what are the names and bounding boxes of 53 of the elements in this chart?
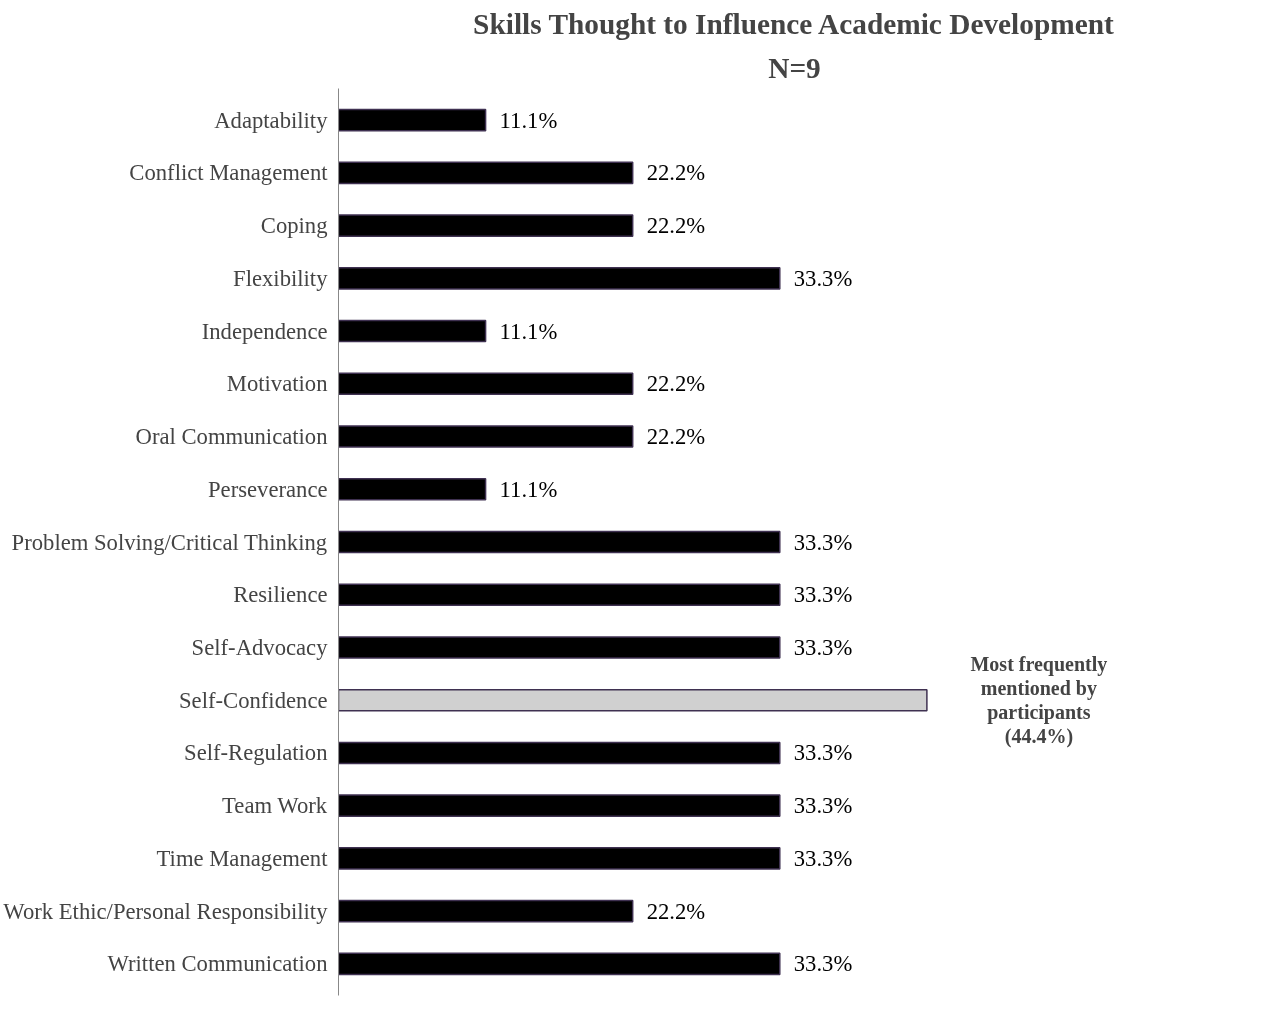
data-label: 11.1% bbox=[499, 107, 558, 133]
data-label: 11.1% bbox=[499, 476, 558, 502]
bar bbox=[338, 583, 781, 607]
data-label: 33.3% bbox=[793, 529, 853, 555]
chart-title: Skills Thought to Influence Academic Development bbox=[473, 7, 1114, 40]
y-tick-label: Coping bbox=[260, 213, 328, 239]
data-label: 11.1% bbox=[499, 318, 558, 344]
data-label: 22.2% bbox=[646, 898, 706, 924]
bar bbox=[338, 108, 487, 132]
annotation: Most frequently mentioned by participants (44.4%) bbox=[970, 653, 1108, 749]
bar bbox=[338, 161, 634, 185]
bar bbox=[338, 636, 781, 659]
data-label: 33.3% bbox=[793, 582, 853, 608]
data-label: 22.2% bbox=[646, 371, 706, 397]
y-tick-label: Oral Communication bbox=[135, 424, 328, 450]
bar bbox=[338, 530, 781, 554]
y-tick-label: Conflict Management bbox=[129, 160, 329, 186]
bar bbox=[338, 688, 928, 712]
y-tick-label: Problem Solving/Critical Thinking bbox=[11, 529, 328, 555]
y-tick-label: Perseverance bbox=[208, 476, 328, 502]
data-label: 33.3% bbox=[793, 265, 853, 291]
y-tick-label: Resilience bbox=[233, 582, 328, 608]
data-label: 33.3% bbox=[793, 634, 853, 660]
data-label: 33.3% bbox=[793, 951, 853, 977]
bar bbox=[338, 794, 781, 817]
y-tick-label: Written Communication bbox=[107, 951, 328, 977]
bar bbox=[338, 372, 634, 396]
y-tick-label: Motivation bbox=[226, 371, 328, 397]
bar bbox=[338, 214, 634, 237]
y-tick-label: Self-Confidence bbox=[179, 687, 328, 713]
bar bbox=[338, 319, 487, 343]
bar bbox=[338, 741, 781, 765]
y-tick-label: Self-Regulation bbox=[184, 740, 328, 766]
data-label: 22.2% bbox=[646, 424, 706, 450]
bar bbox=[338, 899, 634, 923]
y-tick-label: Work Ethic/Personal Responsibility bbox=[3, 898, 329, 924]
chart-subtitle: N=9 bbox=[768, 51, 821, 84]
data-label: 33.3% bbox=[793, 845, 853, 871]
bar bbox=[338, 477, 487, 501]
y-tick-label: Team Work bbox=[222, 793, 328, 819]
bar bbox=[338, 847, 781, 870]
y-tick-label: Self-Advocacy bbox=[191, 634, 329, 660]
bar bbox=[338, 952, 781, 976]
data-label: 22.2% bbox=[646, 213, 706, 239]
y-tick-label: Adaptability bbox=[214, 107, 329, 133]
y-tick-label: Flexibility bbox=[233, 265, 329, 291]
data-label: 33.3% bbox=[793, 793, 853, 819]
bar bbox=[338, 425, 634, 448]
bar bbox=[338, 267, 781, 290]
y-tick-label: Time Management bbox=[156, 845, 329, 871]
data-label: 22.2% bbox=[646, 160, 706, 186]
data-label: 33.3% bbox=[793, 740, 853, 766]
y-tick-label: Independence bbox=[201, 318, 328, 344]
